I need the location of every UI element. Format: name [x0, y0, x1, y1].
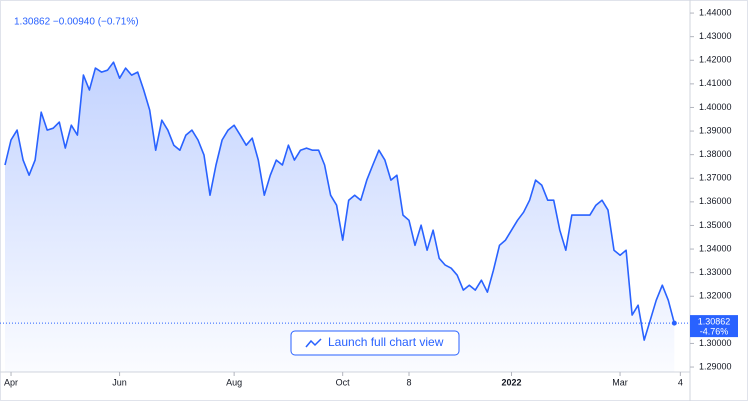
button-icon [305, 338, 322, 348]
button-box[interactable] [290, 330, 460, 356]
plot [0, 61, 690, 372]
price-line [4, 61, 676, 341]
x-tick-label: 4 [678, 377, 683, 387]
header-text: 1.30862 −0.00940 (−0.71%) [14, 17, 139, 28]
button-label[interactable]: Launch full chart view [328, 335, 444, 349]
launch-button[interactable]: Launch full chart view [290, 330, 460, 356]
x-tick-label: Mar [612, 377, 628, 387]
y-tick-label: 1.38000 [699, 149, 732, 159]
x-tick-label: Jun [112, 377, 127, 387]
last-change-label: -4.76% [700, 326, 729, 336]
x-tick-label: 8 [406, 377, 411, 387]
x-tick-label: Oct [336, 377, 351, 387]
y-tick-label: 1.33000 [699, 267, 732, 277]
y-tick-label: 1.36000 [699, 196, 732, 206]
y-tick-label: 1.35000 [699, 220, 732, 230]
y-tick-label: 1.34000 [699, 243, 732, 253]
area-fill [5, 62, 675, 372]
y-tick-label: 1.29000 [699, 361, 732, 371]
last-point [671, 320, 677, 326]
y-tick-label: 1.44000 [699, 7, 732, 17]
y-tick-label: 1.39000 [699, 125, 732, 135]
y-tick-label: 1.37000 [699, 173, 732, 183]
x-tick-label: 2022 [501, 377, 521, 387]
y-tick-label: 1.30000 [699, 338, 732, 348]
x-tick-label: Aug [226, 377, 242, 387]
y-tick-label: 1.40000 [699, 102, 732, 112]
y-tick-label: 1.32000 [699, 291, 732, 301]
last-price-box [690, 315, 738, 338]
y-tick-label: 1.43000 [699, 31, 732, 41]
y-tick-label: 1.42000 [699, 55, 732, 65]
x-tick-label: Apr [4, 377, 18, 387]
y-tick-label: 1.41000 [699, 78, 732, 88]
last-price-label: 1.30862 [698, 316, 731, 326]
